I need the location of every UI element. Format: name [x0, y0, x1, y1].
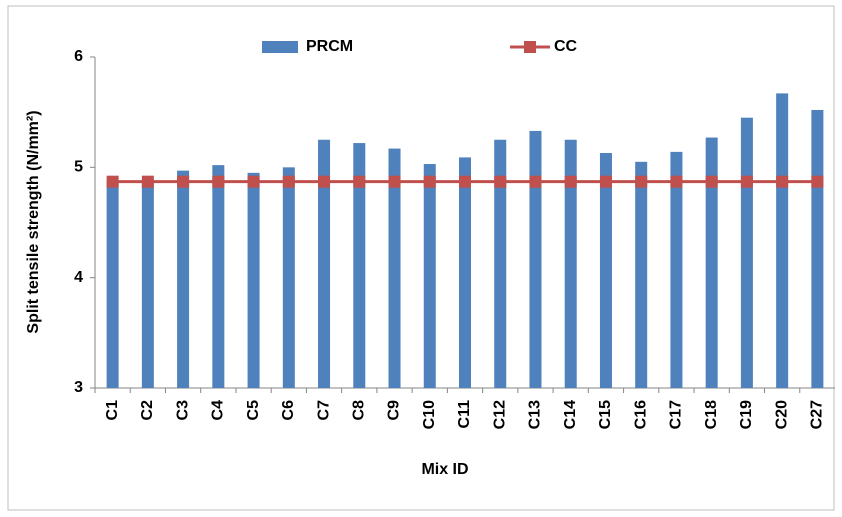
x-tick-label: C7 [315, 400, 332, 421]
y-tick-label: 5 [74, 159, 83, 176]
marker [282, 175, 295, 188]
x-tick-label: C12 [491, 400, 508, 429]
legend-swatch [262, 41, 298, 53]
marker [141, 175, 154, 188]
bar [141, 181, 154, 388]
bar [318, 139, 331, 388]
marker [599, 175, 612, 188]
x-tick-label: C5 [245, 400, 262, 421]
x-tick-label: C15 [597, 400, 614, 429]
marker [811, 175, 824, 188]
x-tick-label: C4 [210, 400, 227, 421]
bar [212, 165, 225, 388]
bar [459, 157, 471, 388]
x-tick-label: C6 [280, 400, 297, 421]
bar [388, 148, 401, 388]
marker [388, 175, 401, 188]
x-tick-label: C27 [809, 400, 826, 429]
bar [177, 170, 190, 388]
marker [459, 175, 471, 188]
bar [282, 167, 295, 388]
marker [494, 175, 507, 188]
x-tick-label: C17 [668, 400, 685, 429]
marker [564, 175, 577, 188]
marker [529, 175, 542, 188]
marker [776, 175, 789, 188]
marker [670, 175, 683, 188]
x-tick-label: C20 [773, 400, 790, 429]
x-tick-label: C1 [104, 400, 121, 421]
x-tick-label: C8 [351, 400, 368, 421]
bar [811, 109, 824, 389]
marker [740, 175, 753, 188]
bar [776, 93, 789, 388]
bar [740, 117, 753, 388]
legend-label: CC [554, 38, 578, 55]
bar [635, 161, 648, 388]
bar [106, 181, 119, 388]
legend-swatch [524, 41, 536, 53]
x-tick-label: C2 [139, 400, 156, 421]
x-tick-label: C16 [632, 400, 649, 429]
x-axis-label: Mix ID [421, 461, 468, 478]
marker [177, 175, 190, 188]
y-tick-label: 3 [74, 379, 83, 396]
bar [247, 172, 260, 388]
y-tick-label: 6 [74, 48, 83, 65]
x-tick-label: C13 [527, 400, 544, 429]
x-tick-label: C10 [421, 400, 438, 429]
x-tick-label: C18 [703, 400, 720, 429]
marker [423, 175, 436, 188]
y-axis-label: Split tensile strength (N/mm²) [25, 110, 42, 333]
x-tick-label: C9 [386, 400, 403, 421]
marker [247, 175, 260, 188]
x-tick-label: C19 [738, 400, 755, 429]
legend-label: PRCM [306, 38, 353, 55]
bar [353, 143, 366, 388]
marker [705, 175, 718, 188]
bar [599, 152, 612, 388]
x-tick-label: C11 [456, 400, 473, 429]
bar [423, 164, 436, 388]
x-tick-label: C3 [174, 400, 191, 421]
marker [318, 175, 331, 188]
bar [670, 151, 683, 388]
bar [564, 139, 577, 388]
y-tick-label: 4 [74, 269, 83, 286]
marker [106, 175, 119, 188]
x-tick-label: C14 [562, 400, 579, 429]
bar [494, 139, 507, 388]
marker [635, 175, 648, 188]
bar [705, 137, 718, 388]
marker [353, 175, 366, 188]
marker [212, 175, 225, 188]
bar [529, 130, 542, 388]
